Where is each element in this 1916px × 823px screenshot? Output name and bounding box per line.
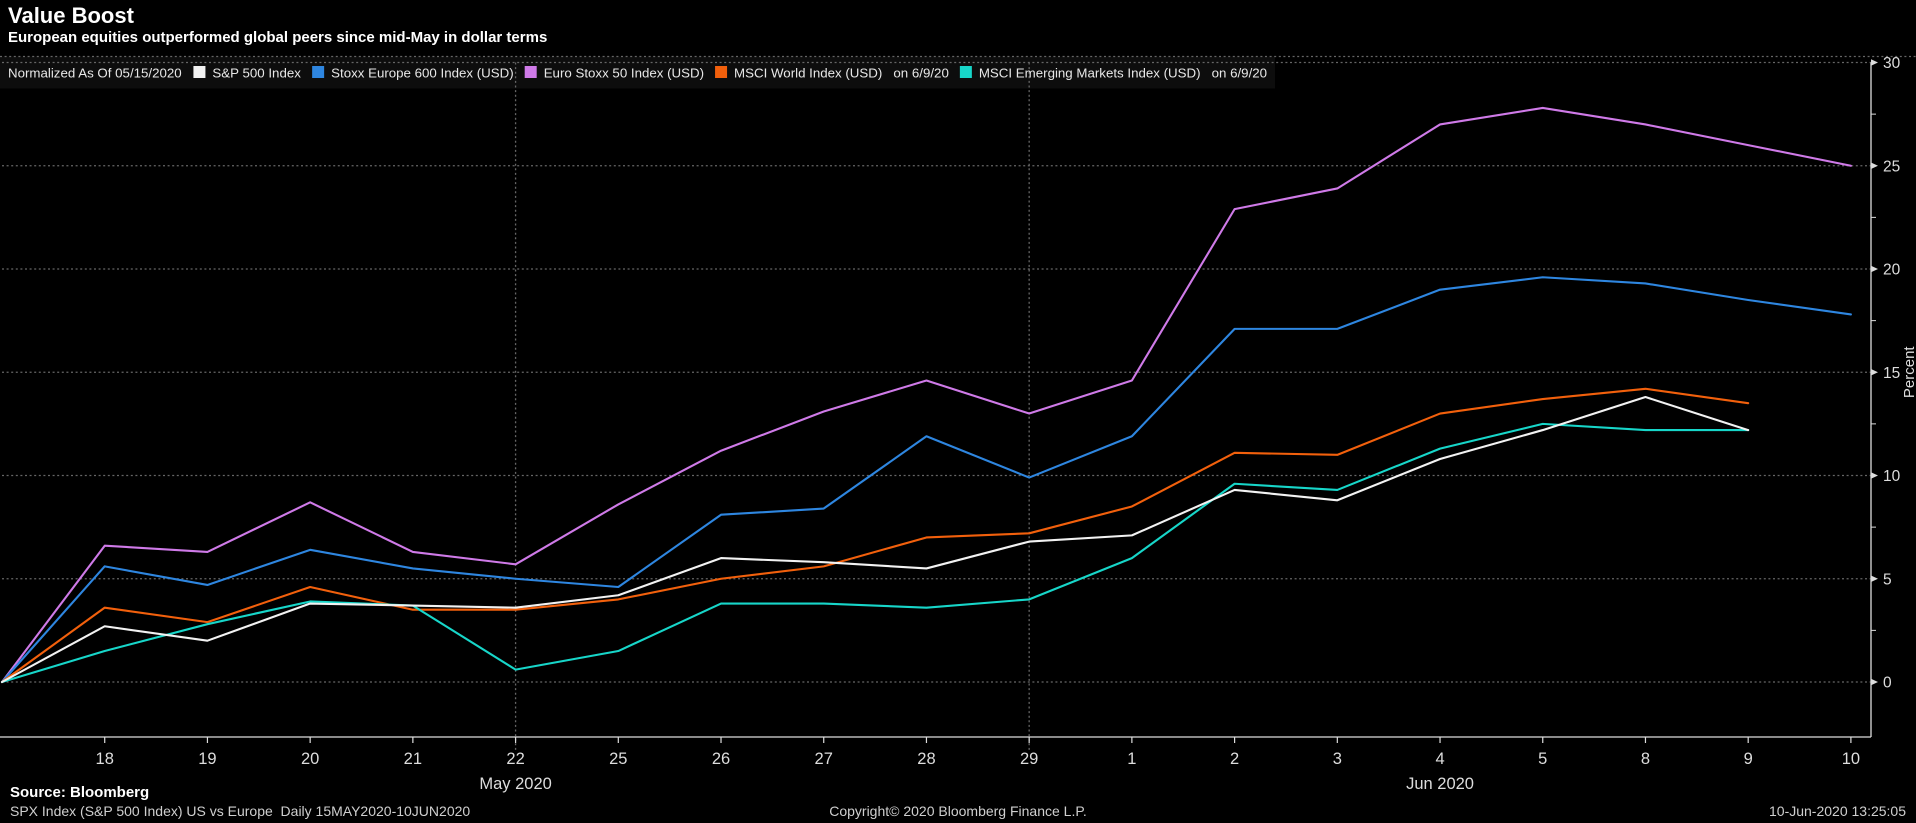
svg-text:8: 8 xyxy=(1641,750,1650,768)
svg-text:5: 5 xyxy=(1883,571,1892,588)
svg-text:Euro Stoxx 50 Index (USD): Euro Stoxx 50 Index (USD) xyxy=(544,66,704,81)
svg-text:1: 1 xyxy=(1127,750,1136,768)
svg-text:30: 30 xyxy=(1883,55,1901,72)
svg-text:20: 20 xyxy=(301,750,319,768)
svg-text:2: 2 xyxy=(1230,750,1239,768)
svg-text:27: 27 xyxy=(815,750,833,768)
svg-text:9: 9 xyxy=(1744,750,1753,768)
svg-text:21: 21 xyxy=(404,750,422,768)
svg-text:25: 25 xyxy=(1883,158,1900,175)
svg-text:Stoxx Europe 600 Index (USD): Stoxx Europe 600 Index (USD) xyxy=(331,66,514,81)
svg-text:MSCI Emerging Markets Index (U: MSCI Emerging Markets Index (USD) on 6/9… xyxy=(979,66,1267,81)
svg-text:26: 26 xyxy=(712,750,730,768)
svg-text:Percent: Percent xyxy=(1901,346,1916,399)
svg-text:5: 5 xyxy=(1538,750,1547,768)
svg-text:Jun 2020: Jun 2020 xyxy=(1406,775,1474,793)
svg-text:10: 10 xyxy=(1842,750,1860,768)
svg-text:MSCI World Index (USD) on 6/: MSCI World Index (USD) on 6/9/20 xyxy=(734,66,949,81)
svg-text:4: 4 xyxy=(1435,750,1444,768)
svg-text:29: 29 xyxy=(1020,750,1038,768)
svg-text:19: 19 xyxy=(198,750,216,768)
svg-text:15: 15 xyxy=(1883,365,1900,382)
svg-text:3: 3 xyxy=(1333,750,1342,768)
svg-text:10: 10 xyxy=(1883,468,1901,485)
svg-text:20: 20 xyxy=(1883,262,1901,279)
svg-text:Normalized As Of 05/15/2020: Normalized As Of 05/15/2020 xyxy=(8,66,182,81)
svg-text:25: 25 xyxy=(609,750,627,768)
svg-text:22: 22 xyxy=(506,750,524,768)
svg-text:18: 18 xyxy=(96,750,114,768)
svg-text:May 2020: May 2020 xyxy=(479,775,551,793)
svg-text:28: 28 xyxy=(917,750,935,768)
svg-text:S&P 500 Index: S&P 500 Index xyxy=(212,66,301,81)
svg-text:0: 0 xyxy=(1883,675,1892,692)
